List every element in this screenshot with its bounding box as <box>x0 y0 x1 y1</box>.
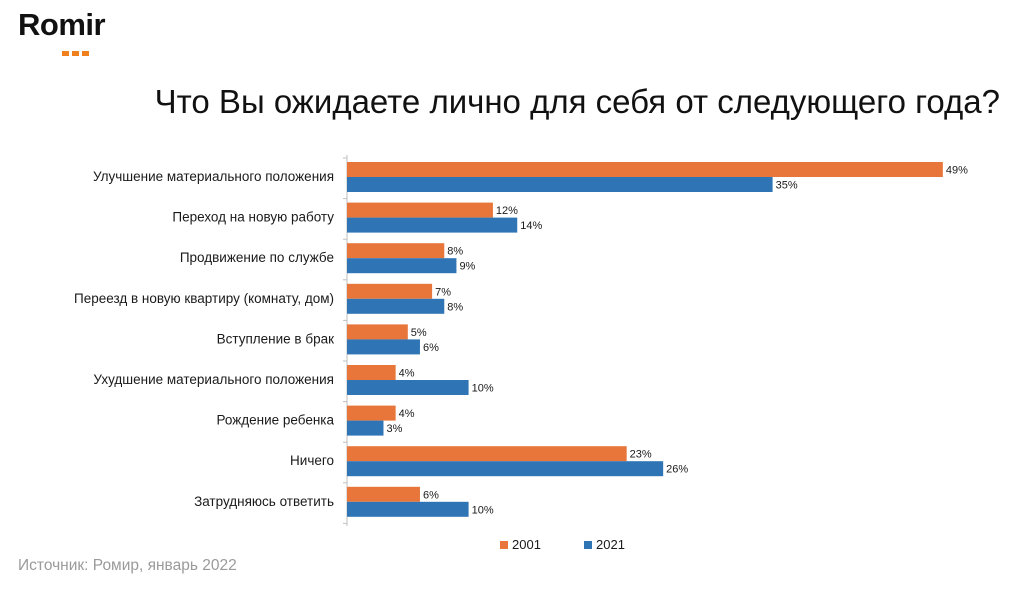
value-label: 9% <box>459 261 475 273</box>
category-label: Вступление в брак <box>217 331 334 346</box>
category-label: Переход на новую работу <box>172 210 334 225</box>
value-label: 12% <box>496 205 518 217</box>
value-label: 8% <box>447 246 463 258</box>
bar-2001 <box>347 324 408 340</box>
category-label: Ничего <box>290 453 334 468</box>
bar-2001 <box>347 365 396 380</box>
logo-dot <box>72 51 79 56</box>
value-label: 4% <box>399 408 415 420</box>
legend-label-2021: 2021 <box>596 537 625 552</box>
bar-2001 <box>347 162 943 177</box>
bar-2021 <box>347 298 445 314</box>
value-label: 7% <box>435 286 451 298</box>
logo-text: Romir <box>18 7 106 42</box>
bar-2001 <box>347 446 627 462</box>
category-label: Рождение ребенка <box>216 413 334 428</box>
bar-2021 <box>347 177 773 192</box>
value-label: 10% <box>472 504 494 516</box>
category-label: Затрудняюсь ответить <box>194 494 334 509</box>
bar-2021 <box>347 461 664 477</box>
romir-logo: Romir <box>18 6 106 56</box>
bar-2021 <box>347 217 518 233</box>
legend-swatch-2001 <box>500 541 508 549</box>
bar-2001 <box>347 202 493 218</box>
bar-2021 <box>347 420 384 436</box>
legend-label-2001: 2001 <box>512 537 541 552</box>
legend-swatch-2021 <box>584 541 592 549</box>
category-label: Ухудшение материального положения <box>93 372 334 387</box>
chart-title: Что Вы ожидаете лично для себя от следую… <box>154 83 1000 120</box>
bar-2001 <box>347 405 396 421</box>
value-label: 6% <box>423 489 439 501</box>
bar-2001 <box>347 243 445 259</box>
value-label: 8% <box>447 301 463 313</box>
value-label: 49% <box>946 165 968 177</box>
logo-dot <box>82 51 89 56</box>
value-label: 23% <box>630 449 652 461</box>
bar-2021 <box>347 339 420 355</box>
category-label: Улучшение материального положения <box>93 169 334 184</box>
category-label: Продвижение по службе <box>180 250 334 265</box>
logo-dot <box>62 51 69 56</box>
logo-dots <box>62 43 92 61</box>
source-note: Источник: Ромир, январь 2022 <box>18 557 237 574</box>
value-label: 26% <box>666 464 688 476</box>
bar-2001 <box>347 486 420 502</box>
value-label: 10% <box>472 383 494 395</box>
value-label: 35% <box>776 180 798 192</box>
bar-2021 <box>347 258 457 274</box>
bar-2001 <box>347 283 433 299</box>
value-label: 6% <box>423 342 439 354</box>
value-label: 3% <box>386 423 402 435</box>
category-label: Переезд в новую квартиру (комнату, дом) <box>74 291 334 306</box>
value-label: 5% <box>411 327 427 339</box>
value-label: 4% <box>399 368 415 380</box>
bar-2021 <box>347 380 469 395</box>
value-label: 14% <box>520 220 542 232</box>
bar-2021 <box>347 501 469 517</box>
